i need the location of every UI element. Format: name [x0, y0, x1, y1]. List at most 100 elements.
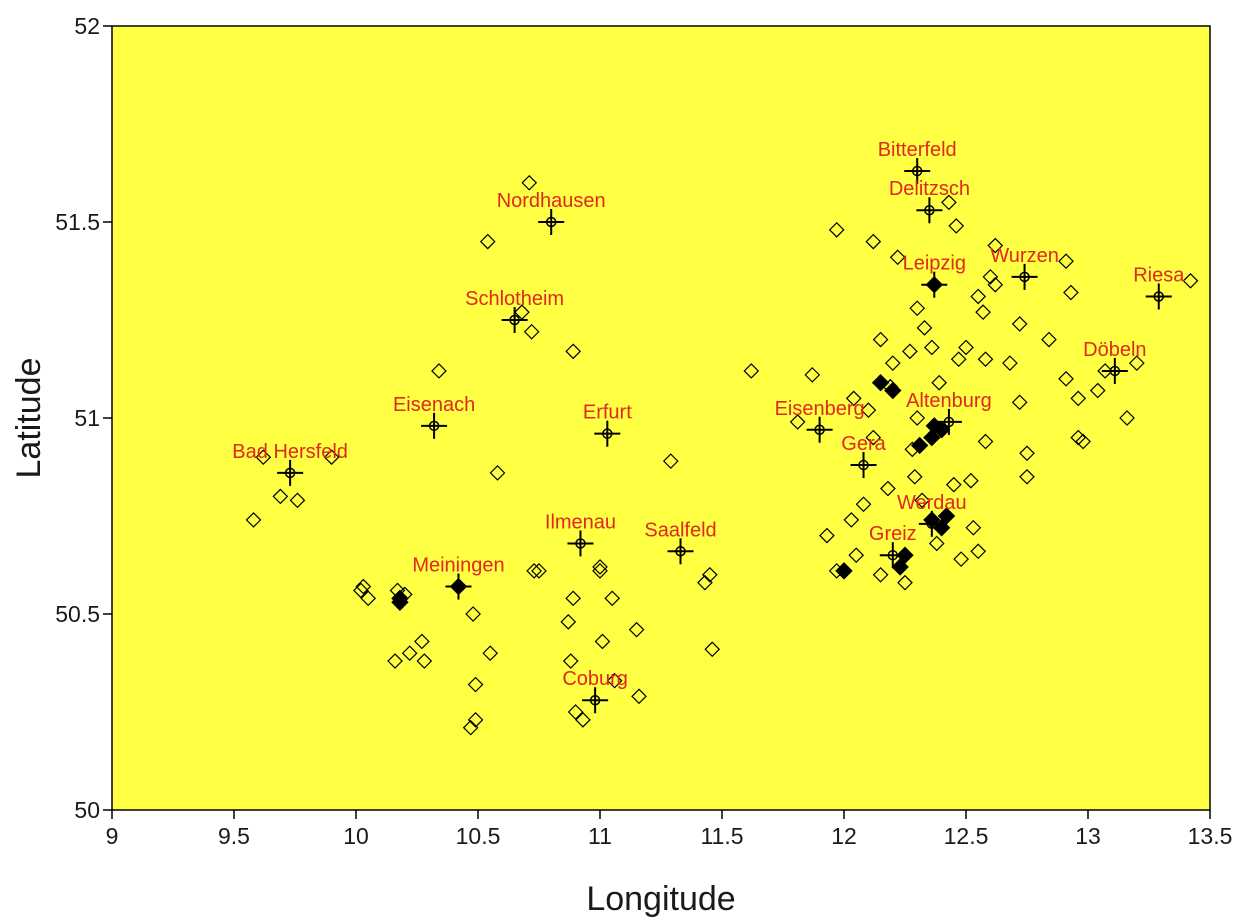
data-point [414, 633, 430, 650]
series-layer [245, 158, 1199, 736]
data-point [906, 468, 923, 485]
data-point [323, 449, 340, 466]
data-point [845, 390, 862, 407]
data-point [245, 512, 262, 528]
y-tick-label: 50 [74, 797, 100, 823]
x-tick-label: 12.5 [944, 823, 989, 849]
x-tick-label: 13 [1075, 823, 1101, 849]
y-axis: 50 50.5 51 51.5 52 [55, 13, 112, 823]
city-marker [1145, 283, 1172, 310]
data-point [565, 343, 582, 360]
data-point [843, 512, 860, 528]
data-point-dense [449, 577, 468, 596]
city-label: Ilmenau [545, 511, 616, 533]
data-point [631, 688, 647, 705]
data-point [489, 465, 506, 481]
data-point [789, 414, 806, 430]
data-point [360, 590, 377, 607]
data-point-dense [835, 562, 853, 580]
data-point [604, 590, 621, 607]
data-point [531, 563, 547, 579]
x-tick-label: 13.5 [1188, 823, 1233, 849]
city-label: Eisenach [393, 394, 475, 416]
city-label: Leipzig [903, 253, 966, 275]
city-marker [904, 158, 931, 185]
data-point-dense [910, 436, 929, 455]
x-tick-label: 9.5 [218, 823, 250, 849]
x-tick-label: 12 [831, 823, 857, 849]
city-label: Nordhausen [497, 190, 606, 212]
x-tick-label: 10.5 [456, 823, 501, 849]
city-label: Döbeln [1083, 339, 1146, 361]
city-marker [806, 416, 833, 443]
data-point [565, 590, 582, 607]
city-marker [538, 209, 565, 235]
city-marker [667, 538, 694, 565]
data-point [970, 288, 987, 305]
y-tick-label: 52 [74, 13, 100, 39]
data-point [467, 711, 484, 728]
data-point [1075, 433, 1091, 450]
data-point [975, 304, 991, 321]
data-point [479, 233, 496, 250]
city-label: Werdau [897, 492, 967, 514]
data-point [889, 249, 906, 266]
data-point [467, 676, 484, 693]
data-point [1019, 468, 1035, 485]
data-point [521, 174, 538, 191]
data-point [914, 492, 930, 509]
data-point [897, 574, 913, 591]
data-point [909, 410, 926, 426]
data-point-dense [925, 276, 943, 294]
data-point [701, 566, 718, 583]
data-point [743, 363, 760, 379]
city-label: Wurzen [990, 245, 1059, 267]
data-point [884, 355, 901, 371]
data-point [880, 480, 896, 497]
data-point [977, 433, 994, 450]
data-point [941, 194, 957, 211]
data-point [948, 218, 965, 234]
data-point [923, 339, 940, 356]
data-point [387, 653, 403, 669]
x-tick-label: 9 [106, 823, 119, 849]
city-label: Altenburg [906, 390, 992, 412]
data-point [1119, 410, 1135, 426]
data-point-dense [937, 507, 956, 525]
x-tick-label: 11 [588, 823, 612, 849]
data-point [902, 343, 918, 360]
data-point [567, 704, 584, 720]
data-point [1063, 284, 1079, 301]
data-point [987, 276, 1004, 293]
data-point [562, 653, 579, 669]
data-point [865, 233, 882, 250]
city-label: Coburg [562, 668, 628, 690]
data-point [970, 543, 987, 560]
data-point [977, 351, 994, 368]
x-axis: 9 9.5 10 10.5 11 11.5 12 12.5 13 13.5 [106, 810, 1233, 849]
data-point [628, 621, 645, 638]
data-point [1019, 445, 1035, 462]
data-point [945, 476, 962, 493]
data-point [1089, 382, 1106, 399]
city-marker [1101, 357, 1128, 384]
data-point [855, 496, 872, 513]
city-label: Delitzsch [889, 178, 970, 200]
data-point [982, 269, 999, 285]
data-point [575, 711, 591, 728]
data-point [526, 563, 542, 579]
data-point [594, 633, 611, 650]
city-label: Riesa [1133, 264, 1185, 286]
x-tick-label: 11.5 [700, 823, 743, 849]
data-point [928, 535, 945, 552]
data-point [1041, 331, 1057, 348]
data-point [592, 559, 608, 575]
data-point [289, 492, 306, 509]
data-point [916, 319, 933, 336]
data-point [606, 672, 623, 689]
data-point [909, 300, 926, 317]
city-label: Eisenberg [775, 398, 865, 420]
data-point [1011, 316, 1028, 332]
data-point [1097, 363, 1113, 379]
